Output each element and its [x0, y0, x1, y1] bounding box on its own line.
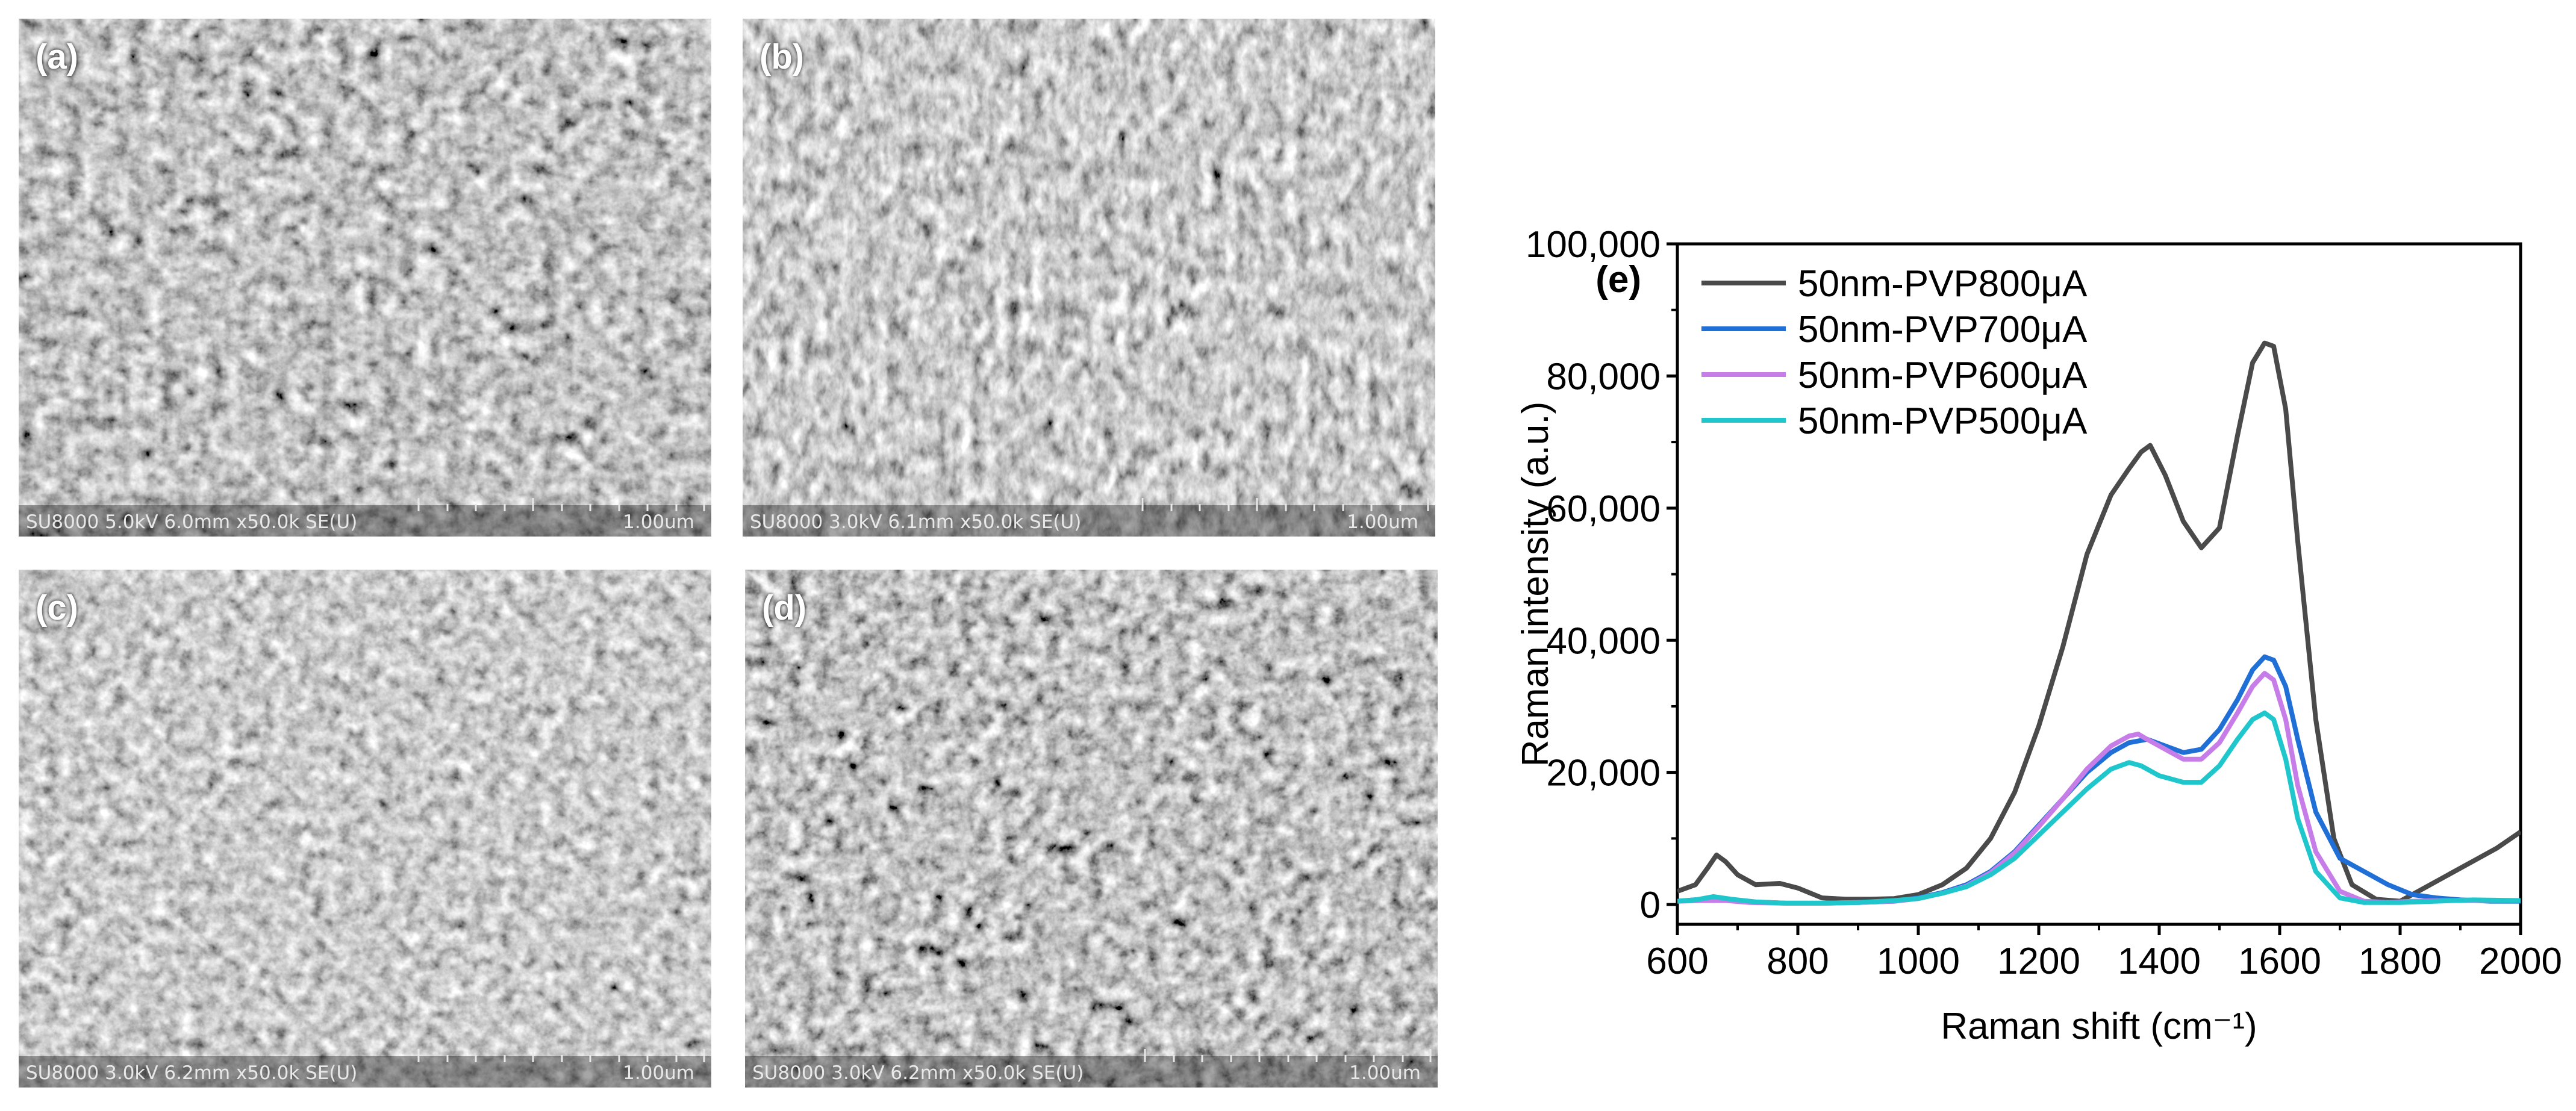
sem-info-text: SU8000 3.0kV 6.1mm x50.0k SE(U)	[750, 511, 1082, 533]
legend-label-1: 50nm-PVP800μA	[1798, 263, 2088, 305]
sem-panel-d: (d) SU8000 3.0kV 6.2mm x50.0k SE(U) 1.00…	[745, 570, 1438, 1088]
sem-texture-b	[743, 19, 1435, 537]
scale-label: 1.00um	[623, 1062, 694, 1084]
legend-label-2: 50nm-PVP700μA	[1798, 309, 2088, 350]
x-tick-label: 1800	[2359, 941, 2442, 982]
sem-info-bar	[743, 505, 1435, 537]
x-tick-label: 800	[1767, 941, 1829, 982]
scale-bar	[417, 498, 705, 511]
sem-info-bar	[19, 505, 711, 537]
sem-texture-a	[19, 19, 711, 537]
sem-info-text: SU8000 3.0kV 6.2mm x50.0k SE(U)	[752, 1062, 1084, 1084]
legend-label-3: 50nm-PVP600μA	[1798, 355, 2088, 396]
panel-label: (c)	[36, 588, 78, 627]
scale-label: 1.00um	[1349, 1062, 1421, 1084]
x-axis-label: Raman shift (cm⁻¹)	[1941, 1006, 2257, 1047]
sem-info-text: SU8000 3.0kV 6.2mm x50.0k SE(U)	[26, 1062, 358, 1084]
x-tick-label: 2000	[2479, 941, 2562, 982]
y-tick-label: 0	[1640, 885, 1661, 926]
panel-label: (d)	[762, 588, 807, 627]
panel-label: (b)	[759, 37, 805, 76]
sem-panel-c: (c) SU8000 3.0kV 6.2mm x50.0k SE(U) 1.00…	[19, 570, 711, 1088]
panel-label-e: (e)	[1595, 259, 1641, 300]
sem-info-bar	[745, 1056, 1438, 1088]
y-tick-label: 20,000	[1546, 753, 1661, 794]
sem-panel-b: (b) SU8000 3.0kV 6.1mm x50.0k SE(U) 1.00…	[743, 19, 1435, 537]
sem-info-text: SU8000 5.0kV 6.0mm x50.0k SE(U)	[26, 511, 358, 533]
series-line-1	[1677, 340, 2521, 904]
scale-bar	[417, 1049, 705, 1062]
x-tick-label: 600	[1646, 941, 1708, 982]
raman-chart: 600 800 1000 1200 1400 1600 1800 2000 0 20,000 40,…	[1515, 224, 2562, 1047]
sem-texture-c	[19, 570, 711, 1088]
scale-label: 1.00um	[623, 511, 694, 533]
sem-texture-d	[745, 570, 1438, 1088]
scale-bar	[1141, 498, 1429, 511]
scale-bar	[1144, 1049, 1432, 1062]
scale-label: 1.00um	[1347, 511, 1418, 533]
y-tick-label: 100,000	[1526, 224, 1661, 266]
y-axis-label: Raman intensity (a.u.)	[1515, 402, 1556, 767]
sem-panel-a: (a) SU8000 5.0kV 6.0mm x50.0k SE(U) 1.00…	[19, 19, 711, 537]
x-tick-label: 1200	[1997, 941, 2080, 982]
panel-label: (a)	[36, 37, 78, 76]
series-line-4	[1677, 710, 2521, 906]
legend-label-4: 50nm-PVP500μA	[1798, 400, 2088, 442]
y-tick-label: 60,000	[1546, 488, 1661, 530]
x-tick-label: 1000	[1877, 941, 1960, 982]
y-tick-label: 80,000	[1546, 356, 1661, 397]
sem-info-bar	[19, 1056, 711, 1088]
x-tick-label: 1400	[2118, 941, 2201, 982]
series-line-3	[1677, 671, 2521, 906]
x-tick-label: 1600	[2238, 941, 2321, 982]
y-tick-label: 40,000	[1546, 620, 1661, 662]
